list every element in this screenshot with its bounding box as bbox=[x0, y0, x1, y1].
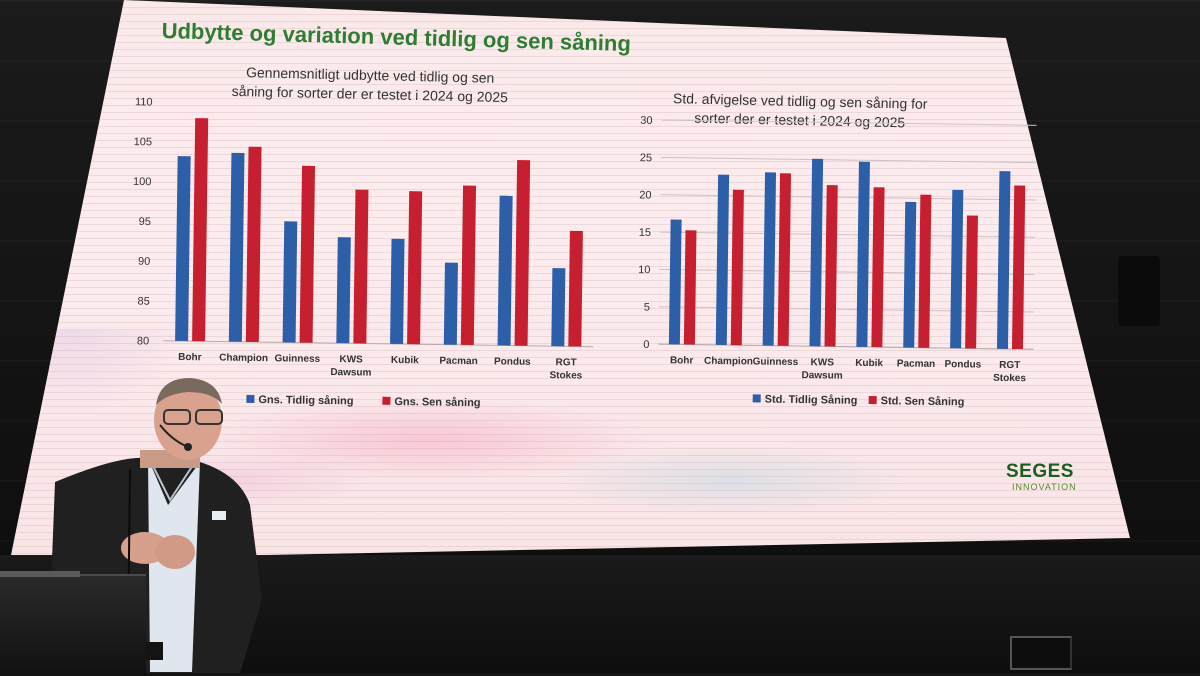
yield-legend-label-0: Gns. Tidlig såning bbox=[258, 394, 353, 407]
yield-xtick-2: Guinness bbox=[274, 353, 320, 365]
std-legend-swatch-0 bbox=[752, 394, 761, 403]
yield-bar-late-5 bbox=[460, 185, 477, 346]
std-xtick-7: RGT bbox=[999, 360, 1020, 371]
std-gridline-5 bbox=[661, 156, 1037, 164]
std-xtick-5: Pacman bbox=[897, 358, 936, 370]
yield-ytick-2: 90 bbox=[138, 256, 150, 268]
std-bar-late-0 bbox=[683, 230, 697, 345]
yield-bar-late-6 bbox=[514, 160, 531, 346]
std-bar-late-5 bbox=[918, 194, 932, 348]
std-bar-late-1 bbox=[730, 189, 744, 346]
yield-bar-early-0 bbox=[175, 156, 191, 342]
yield-ytick-3: 95 bbox=[139, 216, 151, 228]
std-xtick-1: Champion bbox=[704, 356, 753, 368]
std-xtick-6: Pondus bbox=[944, 359, 981, 371]
std-xtick-4: Kubik bbox=[855, 358, 883, 369]
std-ytick-0: 0 bbox=[643, 339, 649, 351]
std-bar-early-5 bbox=[903, 201, 917, 348]
std-bar-late-3 bbox=[824, 185, 838, 347]
std-ytick-5: 25 bbox=[640, 152, 652, 164]
logo-wordmark: SEGES bbox=[1006, 461, 1074, 482]
yield-legend-swatch-1 bbox=[382, 396, 391, 405]
std-ytick-1: 5 bbox=[644, 302, 650, 314]
std-bar-early-1 bbox=[715, 174, 730, 346]
std-bar-late-7 bbox=[1011, 185, 1026, 350]
yield-xtick-0: Bohr bbox=[178, 352, 202, 363]
yield-xtick-3-line-1: Dawsum bbox=[330, 367, 371, 379]
yield-bar-early-7 bbox=[551, 268, 566, 347]
std-gridline-1 bbox=[658, 306, 1034, 313]
yield-legend-swatch-0 bbox=[246, 394, 255, 403]
yield-bar-late-2 bbox=[299, 165, 316, 343]
std-gridline-6 bbox=[661, 119, 1037, 126]
std-bar-late-4 bbox=[871, 187, 885, 348]
yield-ytick-6: 110 bbox=[135, 96, 153, 108]
yield-bar-late-4 bbox=[407, 191, 423, 345]
wall-speaker bbox=[1118, 256, 1160, 326]
std-legend-label-1: Std. Sen Såning bbox=[881, 395, 965, 408]
yield-bar-early-2 bbox=[282, 221, 298, 343]
yield-xtick-1: Champion bbox=[219, 352, 268, 364]
yield-bar-late-7 bbox=[568, 230, 583, 347]
std-bar-early-6 bbox=[950, 189, 964, 349]
std-xtick-7-line-1: Stokes bbox=[993, 373, 1026, 384]
std-ytick-2: 10 bbox=[638, 264, 650, 276]
yield-bar-late-0 bbox=[192, 118, 209, 342]
yield-ytick-4: 100 bbox=[133, 176, 152, 188]
std-bar-early-3 bbox=[809, 158, 824, 347]
std-bar-early-7 bbox=[996, 171, 1011, 349]
yield-ytick-0: 80 bbox=[137, 335, 149, 347]
std-ytick-3: 15 bbox=[639, 227, 651, 239]
std-xtick-0: Bohr bbox=[670, 355, 694, 366]
std-bar-early-2 bbox=[762, 172, 777, 346]
std-x-axis bbox=[658, 343, 1034, 350]
std-xtick-3-line-1: Dawsum bbox=[801, 370, 842, 382]
laptop-on-podium bbox=[0, 571, 80, 577]
seges-innovation-logo: SEGES INNOVATION bbox=[1006, 461, 1096, 493]
yield-bar-late-3 bbox=[353, 189, 369, 344]
yield-bar-early-4 bbox=[390, 238, 405, 345]
yield-xtick-3: KWS bbox=[339, 354, 363, 365]
logo-subtitle: INNOVATION bbox=[1012, 482, 1077, 492]
std-bar-early-0 bbox=[668, 219, 682, 345]
std-gridline-2 bbox=[659, 268, 1035, 276]
yield-bar-early-3 bbox=[336, 237, 351, 344]
yield-xtick-7-line-1: Stokes bbox=[549, 370, 582, 381]
std-legend-swatch-1 bbox=[868, 396, 877, 405]
std-gridline-4 bbox=[660, 194, 1036, 201]
podium bbox=[0, 574, 146, 675]
std-bar-late-2 bbox=[777, 173, 792, 346]
floor-monitor bbox=[1010, 636, 1072, 670]
std-ytick-6: 30 bbox=[640, 115, 652, 127]
std-ytick-4: 20 bbox=[639, 189, 651, 201]
yield-xtick-5: Pacman bbox=[439, 356, 478, 368]
std-bar-late-6 bbox=[965, 215, 978, 349]
yield-xtick-6: Pondus bbox=[494, 356, 531, 368]
yield-bar-early-5 bbox=[443, 262, 458, 345]
std-xtick-3: KWS bbox=[811, 357, 835, 368]
yield-xtick-7: RGT bbox=[555, 357, 576, 368]
std-legend-label-0: Std. Tidlig Såning bbox=[765, 394, 858, 407]
yield-ytick-1: 85 bbox=[137, 296, 149, 308]
std-gridline-3 bbox=[660, 231, 1035, 238]
yield-xtick-4: Kubik bbox=[391, 355, 419, 366]
yield-bar-late-1 bbox=[245, 146, 262, 343]
yield-ytick-5: 105 bbox=[134, 136, 153, 148]
std-bar-early-4 bbox=[856, 161, 870, 347]
yield-bar-early-1 bbox=[228, 152, 245, 342]
std-xtick-2: Guinness bbox=[753, 356, 799, 368]
yield-legend-label-1: Gns. Sen såning bbox=[394, 396, 480, 409]
yield-bar-early-6 bbox=[497, 195, 513, 346]
